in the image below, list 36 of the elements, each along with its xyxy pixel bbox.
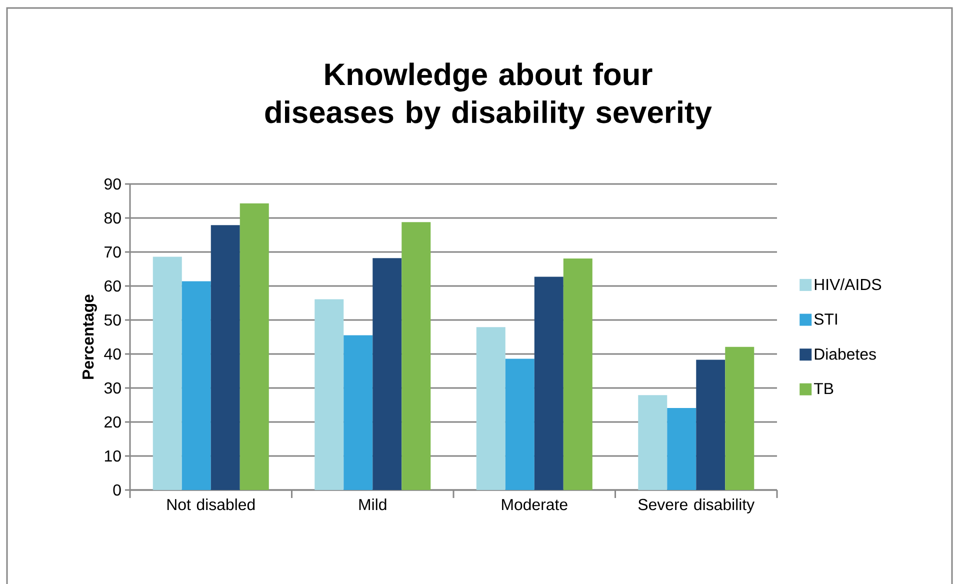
bar [534, 276, 564, 490]
y-tick-label: 30 [104, 382, 121, 394]
y-tick-label: 10 [104, 450, 121, 462]
y-tick-label: 0 [113, 484, 121, 496]
x-tick-label: Moderate [502, 498, 568, 510]
bar [344, 335, 373, 490]
chart-title: Knowledge about four diseases by disability severity [265, 62, 712, 130]
bar [314, 299, 344, 490]
bar [505, 358, 534, 490]
y-tick-label: 90 [104, 178, 121, 190]
legend-label: Diabetes [814, 348, 876, 360]
bar [667, 408, 696, 490]
bar [240, 203, 269, 490]
x-tick-label: Mild [359, 498, 386, 510]
legend-label: STI [814, 313, 837, 325]
bar [638, 395, 668, 490]
bar [696, 360, 726, 490]
y-tick-label: 40 [104, 348, 121, 360]
bar [372, 258, 402, 490]
y-tick-label: 60 [104, 280, 121, 292]
bar [210, 225, 240, 490]
y-tick-label: 70 [104, 246, 121, 258]
bar [152, 256, 182, 490]
y-tick-label: 20 [104, 416, 121, 428]
bar [476, 327, 506, 490]
x-tick-label: Not disabled [167, 498, 255, 510]
y-axis-title: Percentage [82, 294, 97, 379]
y-tick-label: 80 [104, 212, 121, 224]
bar [402, 222, 431, 490]
legend-label: HIV/AIDS [814, 278, 882, 290]
y-tick-label: 50 [104, 314, 121, 326]
legend-label: TB [814, 383, 834, 394]
x-tick-label: Severe disability [638, 498, 755, 514]
bar [182, 281, 211, 490]
bar [563, 258, 592, 490]
bar [725, 346, 754, 490]
